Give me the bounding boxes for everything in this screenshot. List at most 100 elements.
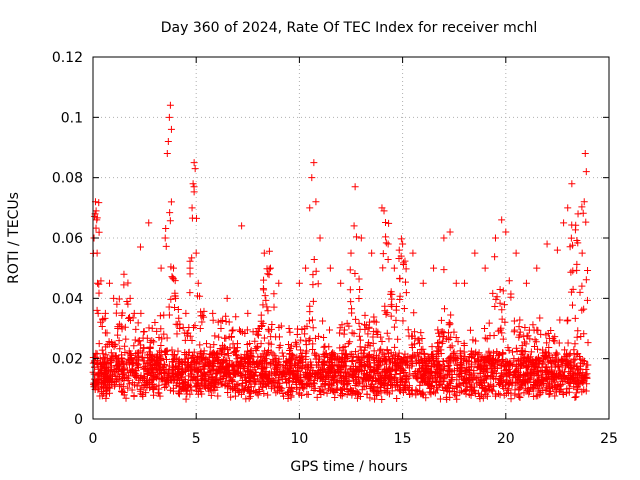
data-point xyxy=(440,305,448,313)
data-point xyxy=(230,366,238,374)
data-point xyxy=(242,370,250,378)
data-point xyxy=(99,360,107,368)
data-point xyxy=(187,376,195,384)
data-point xyxy=(462,374,470,382)
data-point xyxy=(140,327,148,335)
data-point xyxy=(231,348,239,356)
data-point xyxy=(483,392,491,400)
data-point xyxy=(385,335,393,343)
data-point xyxy=(107,355,115,363)
data-point xyxy=(435,329,443,337)
data-point xyxy=(90,212,98,220)
data-point xyxy=(498,216,506,224)
grid-lines xyxy=(93,57,609,419)
data-point xyxy=(297,336,305,344)
data-point xyxy=(296,346,304,354)
data-point xyxy=(263,265,271,273)
data-point xyxy=(278,349,286,357)
data-point xyxy=(532,392,540,400)
data-point xyxy=(447,311,455,319)
data-point xyxy=(213,356,221,364)
data-point xyxy=(157,375,165,383)
data-point xyxy=(532,382,540,390)
data-point xyxy=(144,371,152,379)
data-point xyxy=(219,316,227,324)
data-point xyxy=(394,335,402,343)
data-point xyxy=(490,332,498,340)
data-point xyxy=(198,356,206,364)
data-point xyxy=(429,350,437,358)
data-point xyxy=(130,392,138,400)
data-point xyxy=(504,344,512,352)
data-point xyxy=(408,343,416,351)
data-point xyxy=(329,373,337,381)
data-point xyxy=(106,279,114,287)
data-point xyxy=(380,380,388,388)
data-point xyxy=(498,306,506,314)
data-point xyxy=(92,383,100,391)
data-point xyxy=(140,363,148,371)
data-point xyxy=(408,390,416,398)
data-point xyxy=(92,207,100,215)
data-point xyxy=(510,328,518,336)
data-point xyxy=(224,350,232,357)
data-point xyxy=(446,354,454,362)
data-point xyxy=(234,380,242,388)
data-point xyxy=(165,311,173,319)
data-point xyxy=(209,309,217,317)
data-point xyxy=(225,362,233,370)
data-point xyxy=(211,332,219,340)
data-point xyxy=(388,303,396,311)
data-point xyxy=(331,393,339,401)
data-point xyxy=(133,349,141,357)
data-point xyxy=(157,348,165,356)
data-point xyxy=(460,348,468,356)
data-point xyxy=(566,243,574,251)
data-point xyxy=(269,378,277,386)
data-point xyxy=(316,375,324,383)
data-point xyxy=(93,350,101,358)
data-point xyxy=(229,377,237,385)
data-point xyxy=(440,329,448,337)
data-point xyxy=(420,349,428,357)
data-point xyxy=(186,366,194,374)
data-point xyxy=(243,340,251,348)
data-point xyxy=(366,368,374,376)
data-point xyxy=(448,375,456,383)
data-point xyxy=(544,376,552,384)
data-point xyxy=(196,341,204,349)
data-point xyxy=(433,352,441,360)
data-point xyxy=(217,325,225,332)
data-point xyxy=(571,393,579,401)
data-point xyxy=(339,380,347,388)
data-point xyxy=(542,348,550,356)
data-point xyxy=(568,180,576,188)
data-point xyxy=(121,342,129,350)
data-point xyxy=(167,198,175,206)
data-point xyxy=(547,359,555,367)
data-point xyxy=(320,366,328,374)
data-point xyxy=(580,198,588,206)
data-point xyxy=(425,355,433,363)
data-point xyxy=(312,351,320,359)
data-point xyxy=(437,346,445,354)
data-point xyxy=(245,394,253,402)
data-point xyxy=(487,368,495,376)
data-point xyxy=(445,382,453,390)
data-point xyxy=(98,322,106,330)
data-point xyxy=(550,372,558,380)
data-point xyxy=(264,307,272,315)
data-point xyxy=(118,325,126,333)
data-point xyxy=(364,354,372,362)
data-point xyxy=(461,368,469,376)
data-point xyxy=(145,324,153,332)
data-point xyxy=(399,240,407,248)
data-point xyxy=(113,300,121,308)
data-point xyxy=(169,274,177,282)
data-point xyxy=(342,357,350,365)
data-point xyxy=(428,363,436,371)
data-point xyxy=(566,373,574,381)
data-point xyxy=(355,319,363,327)
data-point xyxy=(110,294,118,302)
data-point xyxy=(244,347,252,355)
